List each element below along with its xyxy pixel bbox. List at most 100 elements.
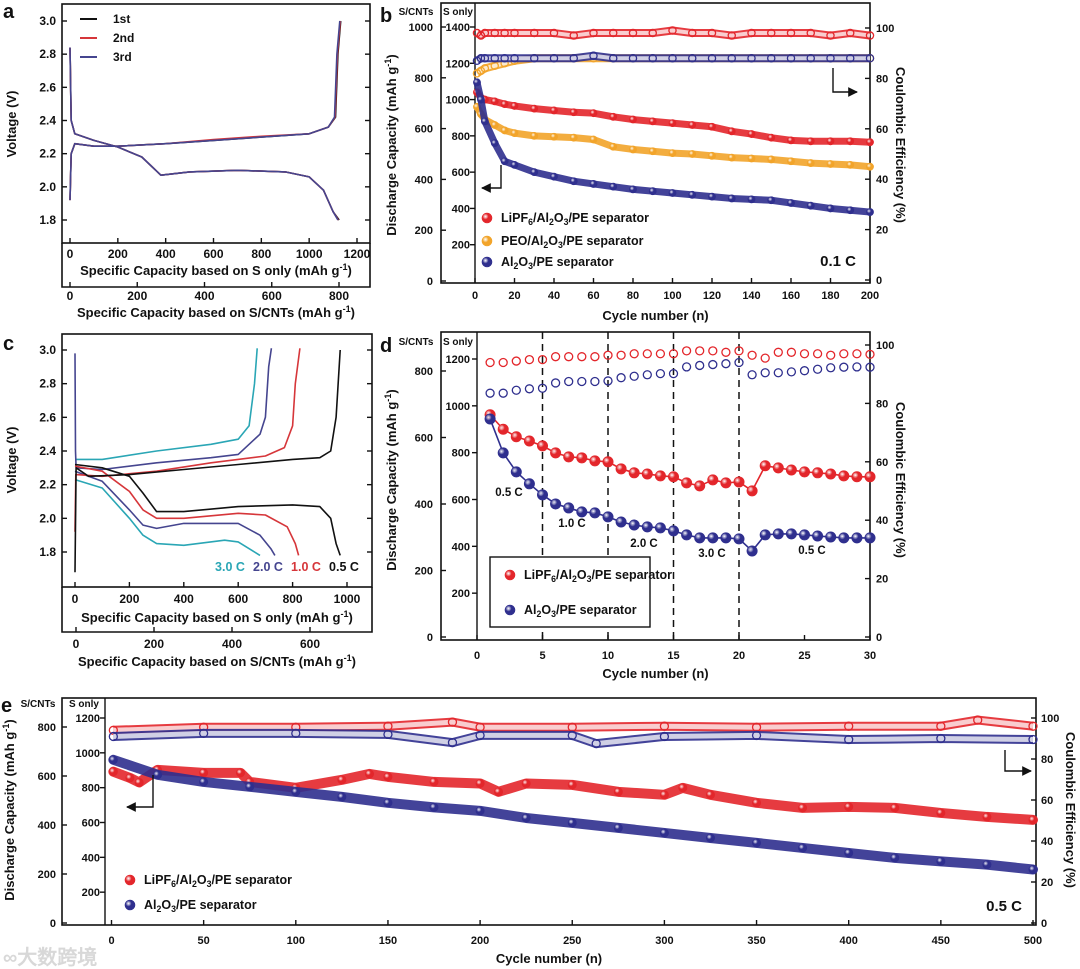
capacity-point bbox=[654, 470, 666, 482]
axis-header-s-cnts: S/CNTs bbox=[21, 699, 56, 710]
capacity-point bbox=[667, 525, 679, 537]
y-axis-title: Discharge Capacity (mAh g-1) bbox=[383, 54, 399, 236]
ce-point bbox=[537, 354, 548, 365]
axis-header-s-cnts: S/CNTs bbox=[399, 337, 434, 348]
capacity-point bbox=[108, 755, 118, 765]
capacity-point bbox=[609, 142, 618, 151]
capacity-point bbox=[628, 467, 640, 479]
ce-point bbox=[475, 730, 485, 741]
capacity-point bbox=[806, 201, 815, 210]
capacity-point bbox=[668, 149, 677, 157]
capacity-point bbox=[678, 783, 688, 793]
ce-point bbox=[590, 376, 600, 387]
capacity-point bbox=[510, 102, 519, 110]
ce-point bbox=[629, 349, 639, 359]
capacity-point bbox=[609, 112, 618, 121]
x2-tick-label: 0 bbox=[73, 637, 80, 651]
x-tick-label: 400 bbox=[156, 247, 176, 261]
x-tick-label: 400 bbox=[840, 935, 858, 947]
capacity-point bbox=[747, 130, 756, 138]
ce-series-0 bbox=[485, 346, 875, 368]
ce-point bbox=[767, 53, 776, 63]
y-tick-label: 2.8 bbox=[39, 377, 56, 391]
y-tick-label: 1.8 bbox=[39, 213, 56, 227]
plot-frame bbox=[61, 697, 1037, 926]
ce-point bbox=[721, 359, 731, 369]
capacity-point bbox=[500, 100, 509, 109]
ce-point bbox=[668, 26, 677, 35]
capacity-point bbox=[365, 769, 375, 779]
capacity-point bbox=[550, 132, 558, 141]
capacity-point bbox=[982, 812, 992, 822]
axis-header-s-only: S only bbox=[69, 699, 99, 710]
ce-point bbox=[447, 737, 458, 748]
ce-tick-label: 100 bbox=[876, 23, 894, 35]
capacity-point bbox=[733, 476, 745, 488]
rate-label: 3.0 C bbox=[698, 548, 726, 560]
ce-axis-title: Coulombic Efficiency (%) bbox=[1063, 732, 1078, 888]
ce-point bbox=[760, 353, 770, 363]
capacity-point bbox=[199, 768, 209, 778]
capacity-point bbox=[812, 467, 824, 479]
ce-point bbox=[681, 346, 692, 356]
capacity-point bbox=[473, 78, 481, 87]
capacity-point bbox=[707, 532, 719, 544]
capacity-point bbox=[767, 155, 776, 164]
x-tick-label: 200 bbox=[108, 247, 128, 261]
capacity-point bbox=[812, 530, 824, 542]
ce-point bbox=[480, 64, 490, 73]
y-tick-label: 2.0 bbox=[39, 180, 56, 194]
capacity-point bbox=[500, 157, 509, 166]
x2-tick-label: 200 bbox=[127, 289, 147, 303]
x-tick-label: 25 bbox=[798, 650, 810, 662]
capacity-point bbox=[720, 477, 732, 489]
ce-point bbox=[564, 376, 574, 387]
capacity-point bbox=[746, 485, 758, 497]
capacity-point bbox=[866, 208, 874, 216]
x2-tick-label: 800 bbox=[329, 289, 349, 303]
capacity-point bbox=[864, 532, 876, 544]
capacity-point bbox=[720, 532, 732, 544]
y-tick-label-s-only: 400 bbox=[452, 541, 470, 553]
capacity-point bbox=[1028, 865, 1038, 875]
x-tick-label: 1000 bbox=[296, 247, 323, 261]
axis-header-s-only: S only bbox=[443, 337, 473, 348]
capacity-point bbox=[615, 463, 627, 475]
ce-point bbox=[668, 349, 679, 359]
capacity-point bbox=[510, 466, 522, 478]
axis-header-s-cnts: S/CNTs bbox=[399, 7, 434, 18]
watermark: ∞大数跨境 bbox=[3, 945, 97, 969]
x-tick-label: 5 bbox=[539, 650, 545, 662]
ce-series-2 bbox=[472, 51, 875, 66]
ce-point bbox=[569, 53, 579, 63]
ce-point bbox=[591, 738, 601, 749]
capacity-point bbox=[563, 451, 575, 463]
x-tick-label: 200 bbox=[861, 290, 879, 302]
x-tick-label: 20 bbox=[508, 290, 520, 302]
y-tick-label-s-cnts: 200 bbox=[415, 566, 433, 578]
ce-point bbox=[695, 346, 705, 356]
x-tick-label: 400 bbox=[174, 592, 194, 606]
ce-point bbox=[852, 349, 862, 359]
ce-point bbox=[603, 376, 613, 386]
ce-point bbox=[485, 388, 495, 398]
capacity-point bbox=[752, 798, 762, 808]
ce-point bbox=[708, 359, 718, 370]
capacity-point bbox=[727, 194, 736, 203]
capacity-point bbox=[806, 137, 815, 146]
y-tick-label-s-cnts: 0 bbox=[50, 918, 56, 930]
ce-point bbox=[844, 734, 854, 745]
capacity-point bbox=[667, 471, 679, 483]
x-tick-label: 100 bbox=[663, 290, 681, 302]
rate-label: 2.0 C bbox=[630, 538, 658, 550]
ce-point bbox=[480, 53, 490, 63]
capacity-point bbox=[523, 478, 535, 490]
capacity-point bbox=[480, 117, 489, 126]
x-tick-label: 800 bbox=[251, 247, 271, 261]
capacity-point bbox=[530, 131, 539, 140]
x-tick-label: 100 bbox=[287, 935, 305, 947]
x-tick-label: 350 bbox=[747, 935, 765, 947]
ce-point bbox=[480, 28, 490, 38]
capacity-point bbox=[569, 177, 578, 186]
legend-label: Al2O3/PE separator bbox=[524, 603, 637, 619]
